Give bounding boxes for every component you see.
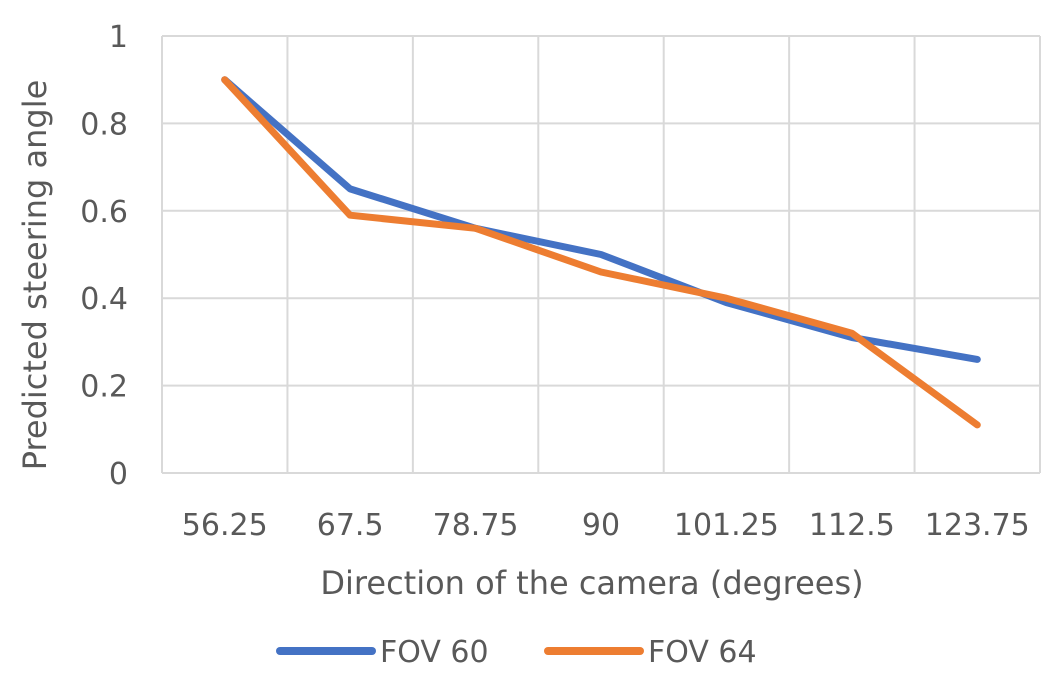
x-tick-label: 78.75 [433,508,519,543]
x-tick-label: 56.25 [182,508,268,543]
y-tick-label: 0.6 [80,195,128,230]
y-tick-label: 0.2 [80,370,128,405]
y-axis-tick-labels: 0 0.2 0.4 0.6 0.8 1 [80,20,128,492]
x-tick-label: 67.5 [317,508,384,543]
y-tick-label: 1 [109,20,128,55]
y-axis-title: Predicted steering angle [16,80,54,471]
legend-label: FOV 64 [648,635,757,670]
x-axis-title: Direction of the camera (degrees) [320,564,863,602]
legend-label: FOV 60 [380,635,489,670]
y-tick-label: 0.4 [80,282,128,317]
x-tick-label: 123.75 [925,508,1030,543]
chart-legend: FOV 60 FOV 64 [276,635,757,670]
x-tick-label: 112.5 [809,508,895,543]
y-tick-label: 0 [109,457,128,492]
chart-series [221,76,981,429]
series-line-fov-60 [221,76,981,363]
x-tick-label: 101.25 [674,508,779,543]
x-tick-label: 90 [582,508,620,543]
y-tick-label: 0.8 [80,107,128,142]
x-axis-tick-labels: 56.25 67.5 78.75 90 101.25 112.5 123.75 [182,508,1030,543]
series-line-fov-64 [221,76,981,429]
chart-gridlines [161,35,1041,474]
